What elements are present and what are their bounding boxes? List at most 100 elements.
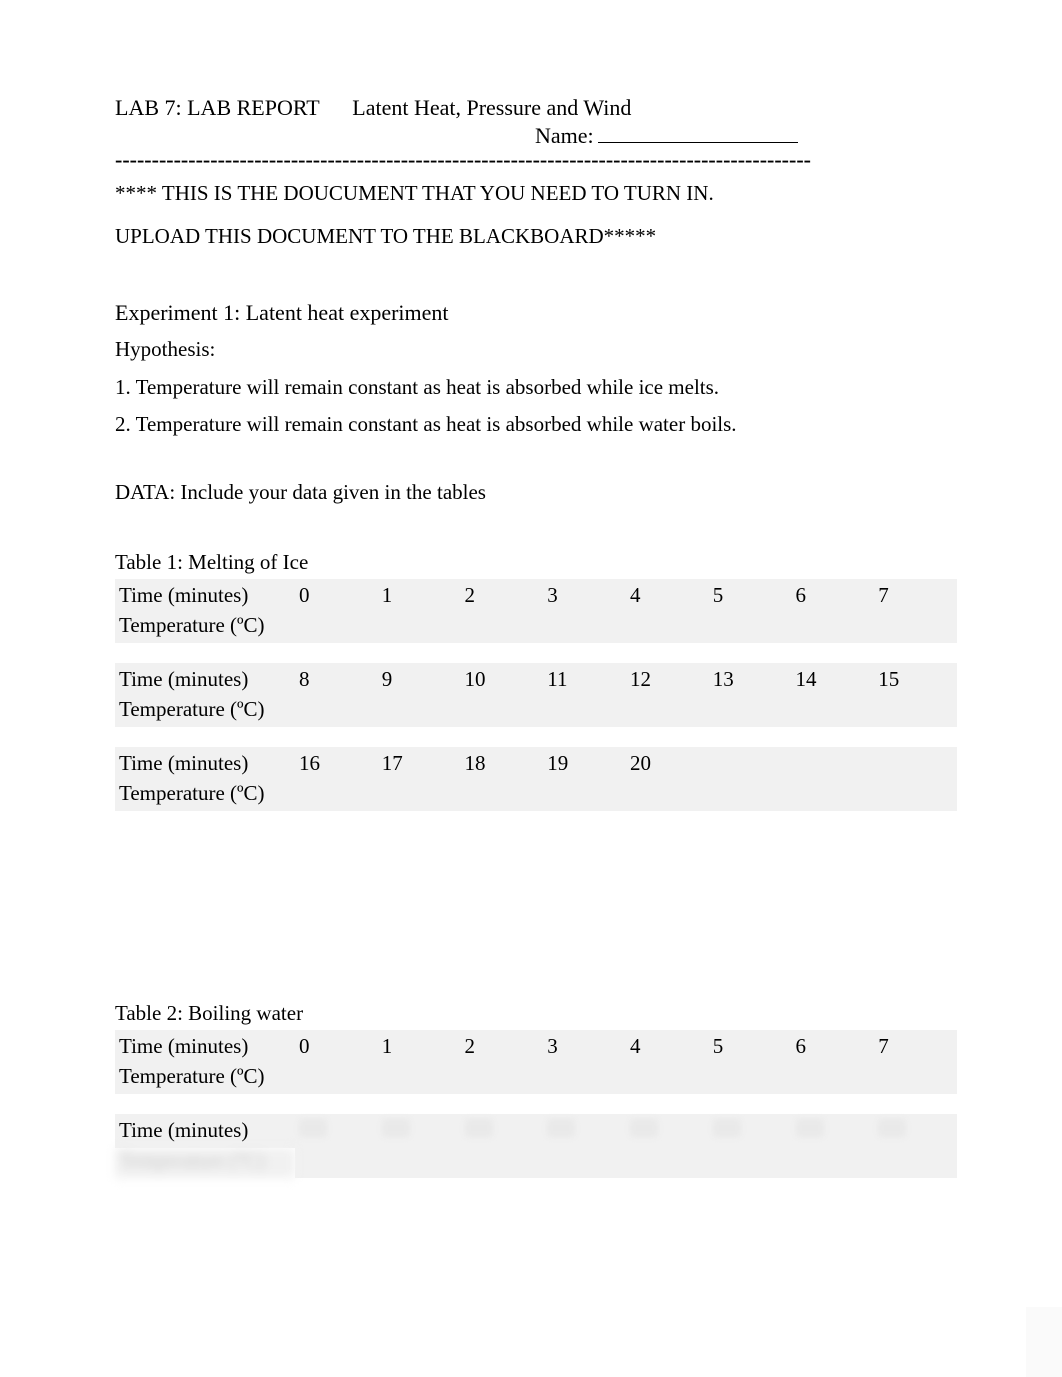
cell[interactable] bbox=[295, 1148, 378, 1178]
cell: 10 bbox=[461, 663, 544, 697]
cell: 3 bbox=[543, 579, 626, 613]
cell[interactable] bbox=[461, 781, 544, 811]
cell: 14 bbox=[792, 663, 875, 697]
cell: 15 bbox=[874, 663, 957, 697]
cell-obscured bbox=[709, 1114, 792, 1148]
name-blank-line[interactable] bbox=[598, 142, 798, 143]
cell[interactable] bbox=[709, 781, 792, 811]
page-corner-badge bbox=[1026, 1307, 1062, 1377]
cell[interactable] bbox=[378, 697, 461, 727]
hypothesis-label: Hypothesis: bbox=[115, 334, 957, 366]
cell: 12 bbox=[626, 663, 709, 697]
temp-label: Temperature (ºC) bbox=[115, 781, 295, 811]
cell[interactable] bbox=[543, 1064, 626, 1094]
hypothesis-1: 1. Temperature will remain constant as h… bbox=[115, 372, 957, 404]
cell: 7 bbox=[874, 1030, 957, 1064]
cell[interactable] bbox=[378, 1064, 461, 1094]
cell[interactable] bbox=[874, 781, 957, 811]
cell[interactable] bbox=[874, 1148, 957, 1178]
cell: 20 bbox=[626, 747, 709, 781]
temp-label: Temperature (ºC) bbox=[115, 697, 295, 727]
table-row: Temperature (ºC) bbox=[115, 1064, 957, 1094]
cell-obscured bbox=[874, 1114, 957, 1148]
table1-caption: Table 1: Melting of Ice bbox=[115, 550, 957, 575]
lab-number: LAB 7: LAB REPORT Latent Heat, Pressure … bbox=[115, 95, 631, 121]
cell[interactable] bbox=[792, 613, 875, 643]
cell-obscured bbox=[626, 1114, 709, 1148]
turn-in-notice: **** THIS IS THE DOUCUMENT THAT YOU NEED… bbox=[115, 177, 957, 252]
cell[interactable] bbox=[709, 1064, 792, 1094]
cell[interactable] bbox=[874, 613, 957, 643]
cell: 13 bbox=[709, 663, 792, 697]
cell[interactable] bbox=[378, 781, 461, 811]
cell: 6 bbox=[792, 1030, 875, 1064]
cell[interactable] bbox=[543, 781, 626, 811]
cell[interactable] bbox=[626, 697, 709, 727]
cell: 2 bbox=[461, 579, 544, 613]
cell[interactable] bbox=[792, 1064, 875, 1094]
cell: 11 bbox=[543, 663, 626, 697]
temp-label: Temperature (ºC) bbox=[115, 613, 295, 643]
cell[interactable] bbox=[461, 613, 544, 643]
spacer bbox=[115, 727, 957, 747]
cell[interactable] bbox=[543, 697, 626, 727]
cell[interactable] bbox=[626, 1148, 709, 1178]
cell[interactable] bbox=[626, 781, 709, 811]
cell: 1 bbox=[378, 1030, 461, 1064]
cell: 6 bbox=[792, 579, 875, 613]
hypothesis-2: 2. Temperature will remain constant as h… bbox=[115, 409, 957, 441]
time-label: Time (minutes) bbox=[115, 1114, 295, 1148]
spacer bbox=[115, 643, 957, 663]
data-instruction: DATA: Include your data given in the tab… bbox=[115, 477, 957, 509]
spacer bbox=[115, 1094, 957, 1114]
cell[interactable] bbox=[378, 1148, 461, 1178]
divider-dashes: ----------------------------------------… bbox=[115, 149, 957, 171]
cell: 0 bbox=[295, 579, 378, 613]
cell-obscured bbox=[792, 1114, 875, 1148]
cell: 4 bbox=[626, 1030, 709, 1064]
cell: 7 bbox=[874, 579, 957, 613]
cell-obscured bbox=[295, 1114, 378, 1148]
cell: 2 bbox=[461, 1030, 544, 1064]
notice-line-1: **** THIS IS THE DOUCUMENT THAT YOU NEED… bbox=[115, 177, 957, 210]
cell[interactable] bbox=[792, 1148, 875, 1178]
cell[interactable] bbox=[461, 1064, 544, 1094]
cell[interactable] bbox=[792, 781, 875, 811]
cell[interactable] bbox=[709, 613, 792, 643]
cell: 5 bbox=[709, 1030, 792, 1064]
cell: 17 bbox=[378, 747, 461, 781]
cell: 0 bbox=[295, 1030, 378, 1064]
time-label: Time (minutes) bbox=[115, 1030, 295, 1064]
cell[interactable] bbox=[709, 1148, 792, 1178]
cell: 3 bbox=[543, 1030, 626, 1064]
cell[interactable] bbox=[626, 613, 709, 643]
cell[interactable] bbox=[543, 613, 626, 643]
cell[interactable] bbox=[626, 1064, 709, 1094]
cell[interactable] bbox=[295, 613, 378, 643]
table-row-obscured: Time (minutes) bbox=[115, 1114, 957, 1148]
cell: 5 bbox=[709, 579, 792, 613]
cell: 19 bbox=[543, 747, 626, 781]
cell: 18 bbox=[461, 747, 544, 781]
cell-obscured bbox=[461, 1114, 544, 1148]
cell[interactable] bbox=[461, 697, 544, 727]
cell[interactable] bbox=[461, 1148, 544, 1178]
name-field-line: Name: bbox=[115, 123, 957, 149]
experiment-title: Experiment 1: Latent heat experiment bbox=[115, 300, 957, 326]
table-row: Temperature (ºC) bbox=[115, 697, 957, 727]
table1: Time (minutes) 0 1 2 3 4 5 6 7 Temperatu… bbox=[115, 579, 957, 811]
cell[interactable] bbox=[792, 697, 875, 727]
cell[interactable] bbox=[709, 697, 792, 727]
cell[interactable] bbox=[874, 697, 957, 727]
cell[interactable] bbox=[295, 1064, 378, 1094]
table-row: Time (minutes) 16 17 18 19 20 bbox=[115, 747, 957, 781]
cell[interactable] bbox=[378, 613, 461, 643]
lab-subtitle: Latent Heat, Pressure and Wind bbox=[352, 95, 631, 120]
cell[interactable] bbox=[874, 1064, 957, 1094]
cell[interactable] bbox=[295, 697, 378, 727]
cell[interactable] bbox=[543, 1148, 626, 1178]
temp-label-obscured: Temperature (ºC) bbox=[115, 1148, 295, 1178]
cell: 8 bbox=[295, 663, 378, 697]
cell[interactable] bbox=[295, 781, 378, 811]
time-label: Time (minutes) bbox=[115, 663, 295, 697]
